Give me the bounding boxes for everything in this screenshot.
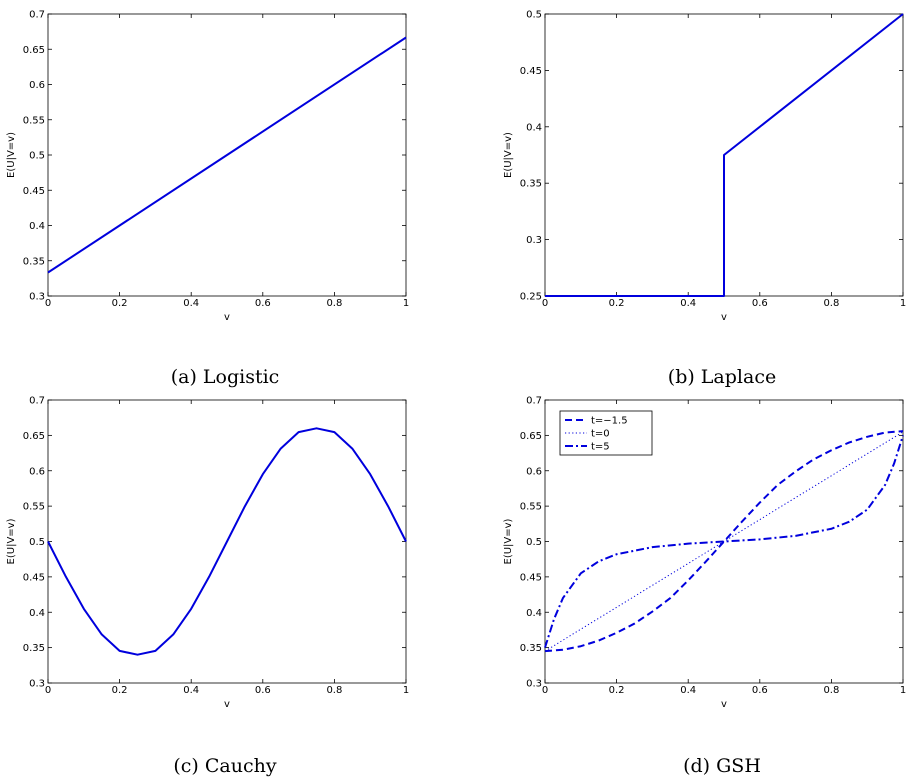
y-axis-label: E(U|V=v) <box>6 518 17 564</box>
y-tick-label: 0.45 <box>23 572 45 583</box>
y-tick-label: 0.55 <box>520 502 542 513</box>
x-tick-label: 0.8 <box>326 685 342 696</box>
y-tick-label: 0.45 <box>520 66 542 77</box>
caption-d: (d) GSH <box>683 755 761 777</box>
x-tick-label: 0.2 <box>112 298 128 309</box>
caption-b: (b) Laplace <box>667 366 777 388</box>
y-tick-label: 0.5 <box>29 537 45 548</box>
y-tick-label: 0.7 <box>29 396 45 407</box>
series-line-2 <box>544 431 904 652</box>
x-tick-label: 0.4 <box>183 685 199 696</box>
series-line-1 <box>544 430 904 653</box>
y-tick-label: 0.45 <box>520 572 542 583</box>
caption-c: (c) Cauchy <box>173 755 277 777</box>
caption-a: (a) Logistic <box>170 366 280 388</box>
y-tick-label: 0.4 <box>29 608 45 619</box>
chart-cauchy: 0 0.2 0.4 0.6 0.8 1 0.3 0.35 0.4 0.45 0.5 0.55 0.6 0.… <box>6 396 409 711</box>
chart-gsh: 0 0.2 0.4 0.6 0.8 1 0.3 0.35 0.4 0.45 0.5 0.55 0.6 0.… <box>503 396 906 711</box>
chart-logistic: 0 0.2 0.4 0.6 0.8 1 0.3 0.35 0.4 0.45 0.5 0.55 0.6 0.… <box>6 10 409 324</box>
series-line-1 <box>47 427 407 656</box>
y-tick-label: 0.7 <box>29 10 45 21</box>
x-tick-label: 0.6 <box>255 685 271 696</box>
chart-laplace: 0 0.2 0.4 0.6 0.8 1 0.25 0.3 0.35 0.4 0.45 0.5 v E(U|… <box>503 10 906 324</box>
legend-box <box>559 410 653 456</box>
y-tick-label: 0.6 <box>526 466 542 477</box>
y-tick-label: 0.45 <box>23 186 45 197</box>
y-tick-label: 0.5 <box>29 151 45 162</box>
y-tick-label: 0.35 <box>23 643 45 654</box>
y-tick-label: 0.3 <box>526 679 542 690</box>
y-tick-label: 0.5 <box>526 537 542 548</box>
x-tick-label: 0 <box>45 685 51 696</box>
x-axis-label: v <box>721 699 727 710</box>
x-tick-label: 0.2 <box>609 685 625 696</box>
legend-label: t=0 <box>591 429 610 440</box>
y-tick-label: 0.65 <box>520 431 542 442</box>
x-tick-label: 1 <box>403 685 409 696</box>
x-axis-label: v <box>721 312 727 323</box>
y-tick-label: 0.3 <box>29 292 45 303</box>
series-line-1 <box>545 13 904 297</box>
x-tick-label: 0 <box>542 685 548 696</box>
x-tick-label: 1 <box>403 298 409 309</box>
y-tick-label: 0.35 <box>520 643 542 654</box>
x-tick-label: 0 <box>542 298 548 309</box>
y-tick-label: 0.3 <box>29 679 45 690</box>
x-tick-label: 0.4 <box>680 298 696 309</box>
y-tick-label: 0.6 <box>29 80 45 91</box>
legend-label: t=−1.5 <box>591 416 628 427</box>
y-tick-label: 0.7 <box>526 396 542 407</box>
y-tick-label: 0.4 <box>29 221 45 232</box>
x-tick-label: 0 <box>45 298 51 309</box>
y-tick-label: 0.35 <box>520 179 542 190</box>
x-tick-label: 0.2 <box>112 685 128 696</box>
x-tick-label: 0.8 <box>823 685 839 696</box>
y-tick-label: 0.25 <box>520 292 542 303</box>
x-tick-label: 0.8 <box>823 298 839 309</box>
y-tick-label: 0.3 <box>526 235 542 246</box>
x-tick-label: 1 <box>900 298 906 309</box>
y-axis-label: E(U|V=v) <box>6 132 17 178</box>
y-tick-label: 0.4 <box>526 122 542 133</box>
x-tick-label: 0.4 <box>183 298 199 309</box>
x-tick-label: 0.2 <box>609 298 625 309</box>
x-tick-label: 1 <box>900 685 906 696</box>
x-tick-label: 0.6 <box>752 685 768 696</box>
y-tick-label: 0.65 <box>23 431 45 442</box>
y-tick-label: 0.4 <box>526 608 542 619</box>
y-tick-label: 0.5 <box>526 10 542 21</box>
x-axis-label: v <box>224 699 230 710</box>
y-tick-label: 0.35 <box>23 256 45 267</box>
x-tick-label: 0.6 <box>752 298 768 309</box>
x-tick-label: 0.8 <box>326 298 342 309</box>
y-axis-label: E(U|V=v) <box>503 132 514 178</box>
y-tick-label: 0.6 <box>29 466 45 477</box>
series-line-3 <box>544 435 904 648</box>
x-tick-label: 0.6 <box>255 298 271 309</box>
y-tick-label: 0.65 <box>23 45 45 56</box>
x-tick-label: 0.4 <box>680 685 696 696</box>
series-line-1 <box>47 36 407 274</box>
y-tick-label: 0.55 <box>23 115 45 126</box>
x-axis-label: v <box>224 312 230 323</box>
legend-label: t=5 <box>591 442 610 453</box>
y-tick-label: 0.55 <box>23 502 45 513</box>
y-axis-label: E(U|V=v) <box>503 518 514 564</box>
